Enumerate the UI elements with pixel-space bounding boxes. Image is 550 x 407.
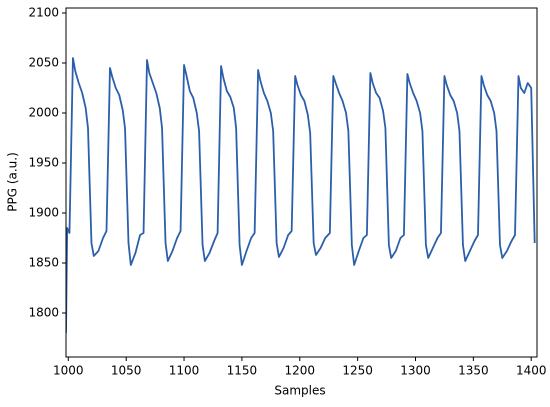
x-tick-label: 1150 [227, 364, 258, 378]
x-tick-label: 1100 [169, 364, 200, 378]
y-tick-label: 2000 [28, 106, 59, 120]
x-axis-label: Samples [274, 384, 325, 398]
y-tick-label: 1900 [28, 206, 59, 220]
x-tick-label: 1200 [284, 364, 315, 378]
y-tick-label: 1850 [28, 256, 59, 270]
y-tick-label: 1800 [28, 306, 59, 320]
x-tick-label: 1000 [53, 364, 84, 378]
x-tick-label: 1300 [400, 364, 431, 378]
y-tick-label: 2050 [28, 56, 59, 70]
x-tick-label: 1350 [458, 364, 489, 378]
plot-frame [65, 7, 538, 358]
y-tick-label: 2100 [28, 6, 59, 20]
x-tick-label: 1250 [342, 364, 373, 378]
y-tick-label: 1950 [28, 156, 59, 170]
x-tick-label: 1050 [111, 364, 142, 378]
data-line [66, 57, 536, 334]
y-axis-label: PPG (a.u.) [6, 152, 20, 212]
x-tick-label: 1400 [516, 364, 547, 378]
